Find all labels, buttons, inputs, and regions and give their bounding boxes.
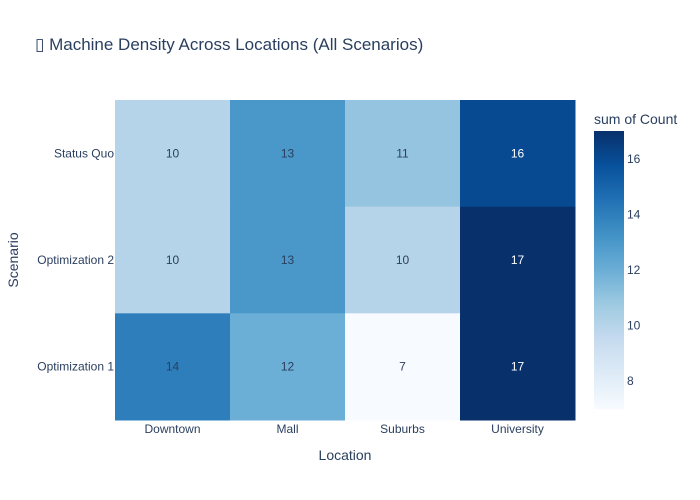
- x-axis-ticks: Downtown Mall Suburbs University: [144, 422, 543, 436]
- heatmap-cell-label: 12: [281, 360, 295, 374]
- colorbar-tick-label: 10: [627, 319, 641, 333]
- colorbar-ticks: 8 10 12 14 16: [627, 152, 641, 388]
- heatmap-cell: [345, 100, 461, 208]
- heatmap-cell: [345, 206, 461, 314]
- colorbar: [594, 131, 624, 409]
- y-tick-label: Optimization 1: [37, 360, 114, 374]
- heatmap-cell: [230, 313, 346, 421]
- y-tick-label: Optimization 2: [37, 253, 114, 267]
- colorbar-tick-label: 14: [627, 207, 641, 221]
- heatmap-cell-label: 14: [166, 360, 180, 374]
- heatmap-cell: [345, 313, 461, 421]
- heatmap-cell: [115, 313, 231, 421]
- chart-title: ▯ Machine Density Across Locations (All …: [35, 35, 423, 54]
- y-axis-ticks: Status Quo Optimization 2 Optimization 1: [37, 146, 114, 373]
- heatmap-cell: [230, 100, 346, 208]
- heatmap-cell-label: 13: [281, 253, 295, 267]
- heatmap-cell-label: 11: [396, 146, 409, 160]
- heatmap-cell-label: 10: [166, 146, 180, 160]
- heatmap-cell-label: 17: [511, 253, 525, 267]
- x-tick-label: Suburbs: [380, 422, 425, 436]
- x-tick-label: University: [491, 422, 544, 436]
- x-axis-title: Location: [319, 447, 372, 463]
- y-axis-title: Scenario: [5, 232, 21, 287]
- heatmap-cell-label: 17: [511, 360, 525, 374]
- x-tick-label: Mall: [276, 422, 298, 436]
- y-tick-label: Status Quo: [54, 146, 114, 160]
- heatmap-cell-labels: 10 13 11 16 10 13 10 17 14 12 7 17: [166, 146, 525, 373]
- heatmap-cells: [115, 100, 576, 421]
- heatmap-cell-label: 10: [396, 253, 410, 267]
- heatmap-cell-label: 10: [166, 253, 180, 267]
- heatmap-cell-label: 13: [281, 146, 295, 160]
- heatmap-cell: [460, 313, 576, 421]
- colorbar-title: sum of Count: [594, 111, 677, 127]
- colorbar-tick-label: 16: [627, 152, 641, 166]
- heatmap-cell-label: 7: [399, 360, 406, 374]
- colorbar-tick-label: 8: [627, 374, 634, 388]
- heatmap-cell: [115, 206, 231, 314]
- heatmap-cell: [230, 206, 346, 314]
- colorbar-tick-label: 12: [627, 263, 641, 277]
- heatmap-cell: [460, 100, 576, 208]
- heatmap-cell-label: 16: [511, 146, 525, 160]
- x-tick-label: Downtown: [144, 422, 200, 436]
- heatmap-cell: [115, 100, 231, 208]
- heatmap-cell: [460, 206, 576, 314]
